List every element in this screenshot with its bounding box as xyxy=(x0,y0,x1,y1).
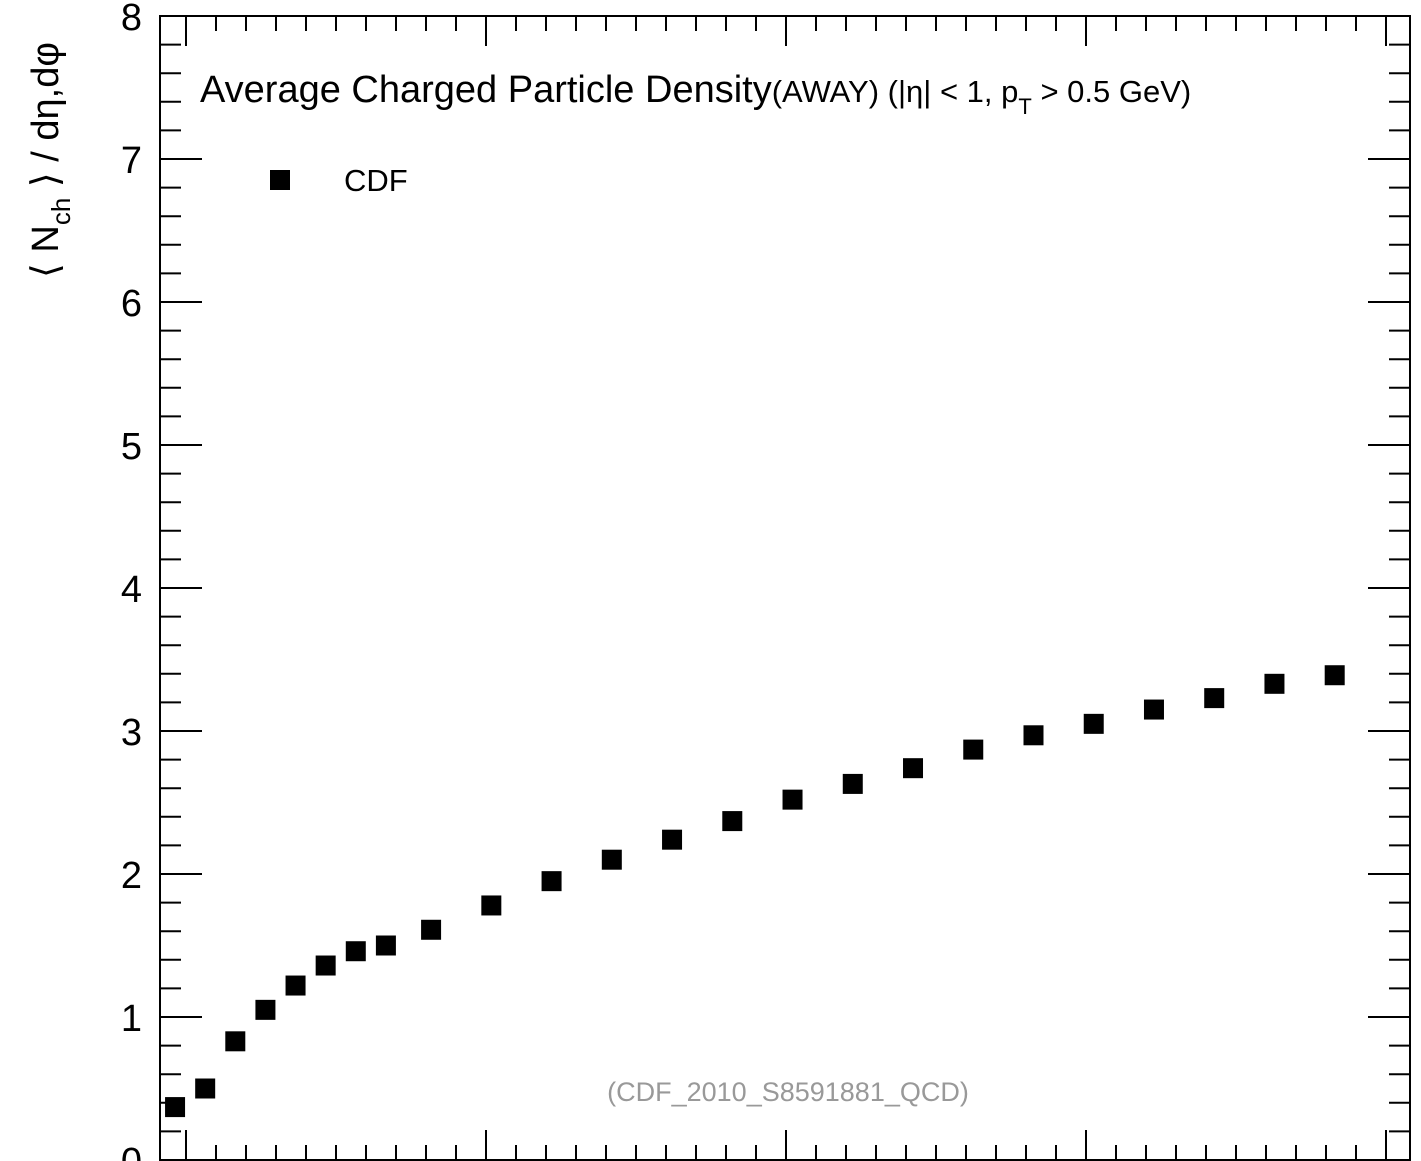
y-axis-label-subscript: ch xyxy=(46,198,76,225)
data-point-cdf xyxy=(421,919,442,940)
legend-label-cdf: CDF xyxy=(344,163,408,198)
data-point-cdf xyxy=(481,895,502,916)
data-point-cdf xyxy=(195,1078,216,1099)
data-points xyxy=(165,665,1345,1118)
data-point-cdf xyxy=(345,941,366,962)
y-axis-label: ⟨ Nch ⟩ / dη,dφ xyxy=(25,42,76,278)
data-point-cdf xyxy=(1143,699,1164,720)
data-point-cdf xyxy=(722,811,743,832)
y-axis-label-group: ⟨ Nch ⟩ / dη,dφ xyxy=(25,42,76,278)
axis-ticks xyxy=(160,15,1410,1161)
data-point-cdf xyxy=(1324,665,1345,686)
data-point-cdf xyxy=(375,935,396,956)
y-tick-label: 7 xyxy=(121,140,142,182)
chart-title-suffix: (AWAY) (|η| < 1, p xyxy=(772,74,1019,109)
legend-marker-cdf xyxy=(270,170,290,190)
data-point-cdf xyxy=(225,1031,246,1052)
y-tick-label: 1 xyxy=(121,998,142,1040)
chart-title-tail: > 0.5 GeV) xyxy=(1032,74,1191,109)
chart-title: Average Charged Particle Density(AWAY) (… xyxy=(200,69,1191,119)
data-point-cdf xyxy=(285,975,306,996)
data-point-cdf xyxy=(1264,673,1285,694)
chart-title-subscript: T xyxy=(1018,94,1031,119)
data-point-cdf xyxy=(601,849,622,870)
y-tick-label: 6 xyxy=(121,283,142,325)
data-point-cdf xyxy=(541,871,562,892)
data-point-cdf xyxy=(782,789,803,810)
data-point-cdf xyxy=(165,1097,186,1118)
data-point-cdf xyxy=(255,999,276,1020)
data-point-cdf xyxy=(842,773,863,794)
y-tick-label: 0 xyxy=(121,1141,142,1161)
data-point-cdf xyxy=(1204,688,1225,709)
data-point-cdf xyxy=(1083,713,1104,734)
analysis-id-label: (CDF_2010_S8591881_QCD) xyxy=(607,1077,969,1107)
tick-labels: 0 1 2 3 4 5 6 7 8 xyxy=(121,0,142,1161)
data-point-cdf xyxy=(963,739,984,760)
y-axis-label-tail: ⟩ / dη,dφ xyxy=(25,42,67,198)
data-point-cdf xyxy=(315,955,336,976)
data-point-cdf xyxy=(903,758,924,779)
y-tick-label: 3 xyxy=(121,712,142,754)
data-point-cdf xyxy=(662,829,683,850)
y-tick-label: 5 xyxy=(121,426,142,468)
data-point-cdf xyxy=(1023,725,1044,746)
y-tick-label: 8 xyxy=(121,0,142,39)
y-tick-label: 4 xyxy=(121,569,142,611)
y-tick-label: 2 xyxy=(121,855,142,897)
